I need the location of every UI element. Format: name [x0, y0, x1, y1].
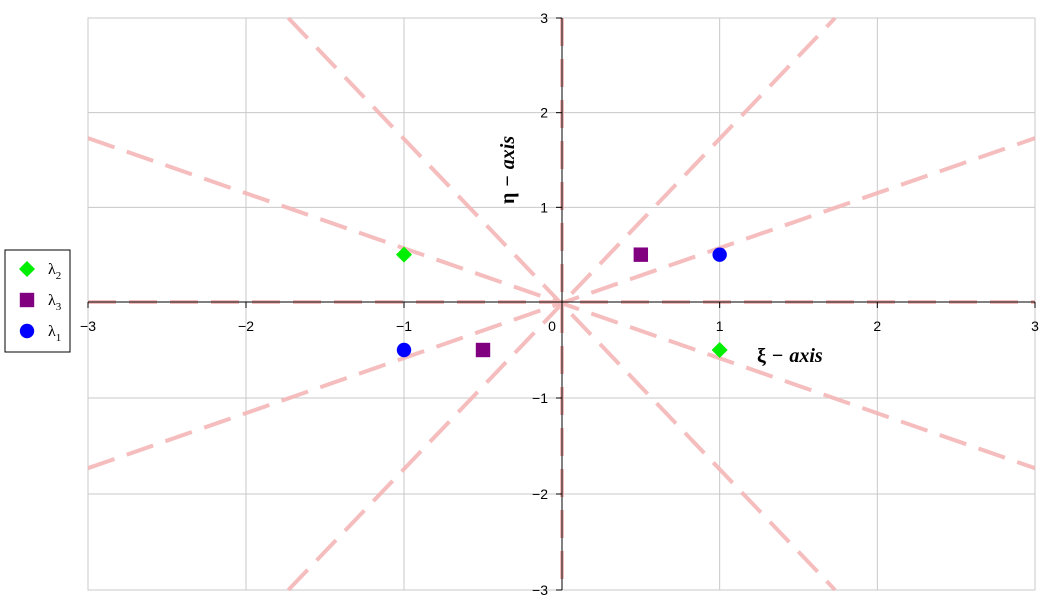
- legend-label-symbol: λ: [48, 292, 56, 309]
- y-tick-label: −3: [532, 582, 548, 598]
- x-tick-label: 2: [873, 318, 881, 334]
- legend-label: λ2: [48, 261, 61, 282]
- x-axis-word: axis: [789, 345, 823, 367]
- x-tick-label: −2: [238, 318, 254, 334]
- legend-marker-square: [19, 292, 35, 308]
- x-tick-label: 0: [548, 318, 556, 334]
- y-tick-label: −1: [532, 390, 548, 406]
- legend-label: λ1: [48, 323, 61, 344]
- legend-label-symbol: λ: [48, 323, 56, 340]
- y-tick-label: 3: [540, 10, 548, 26]
- y-tick-label: 2: [540, 105, 548, 121]
- y-axis-title: η − axis: [497, 136, 519, 204]
- y-axis-word: axis: [497, 136, 519, 170]
- x-tick-label: −3: [80, 318, 96, 334]
- legend-label-symbol: λ: [48, 261, 56, 278]
- legend-label: λ3: [48, 292, 62, 313]
- data-point-diamond: [396, 246, 412, 263]
- data-point-circle: [712, 247, 727, 262]
- y-tick-label: −2: [532, 486, 548, 502]
- x-axis-dash: −: [772, 345, 783, 367]
- y-tick-label: 1: [540, 199, 548, 215]
- legend-marker-diamond: [19, 261, 35, 277]
- legend-label-subscript: 3: [56, 301, 62, 313]
- legend-label-subscript: 2: [56, 270, 62, 282]
- data-point-square: [475, 342, 491, 358]
- x-axis-title: ξ − axis: [757, 345, 823, 367]
- data-point-square: [633, 247, 649, 262]
- legend-marker-circle: [19, 323, 35, 339]
- y-axis-dash: −: [497, 175, 519, 186]
- data-point-circle: [396, 342, 412, 358]
- x-axis-symbol: ξ: [757, 345, 766, 367]
- x-tick-label: 1: [716, 318, 724, 334]
- x-tick-label: 3: [1031, 318, 1039, 334]
- data-point-diamond: [711, 342, 728, 358]
- data-points: [396, 246, 728, 358]
- x-tick-label: −1: [396, 318, 412, 334]
- legend-label-subscript: 1: [56, 332, 62, 344]
- tick-labels: −3 −2 −1 0 1 2 3 −3 −2 −1 1 2 3: [80, 10, 1039, 598]
- legend-box: [4, 249, 71, 353]
- y-axis-symbol: η: [497, 193, 519, 204]
